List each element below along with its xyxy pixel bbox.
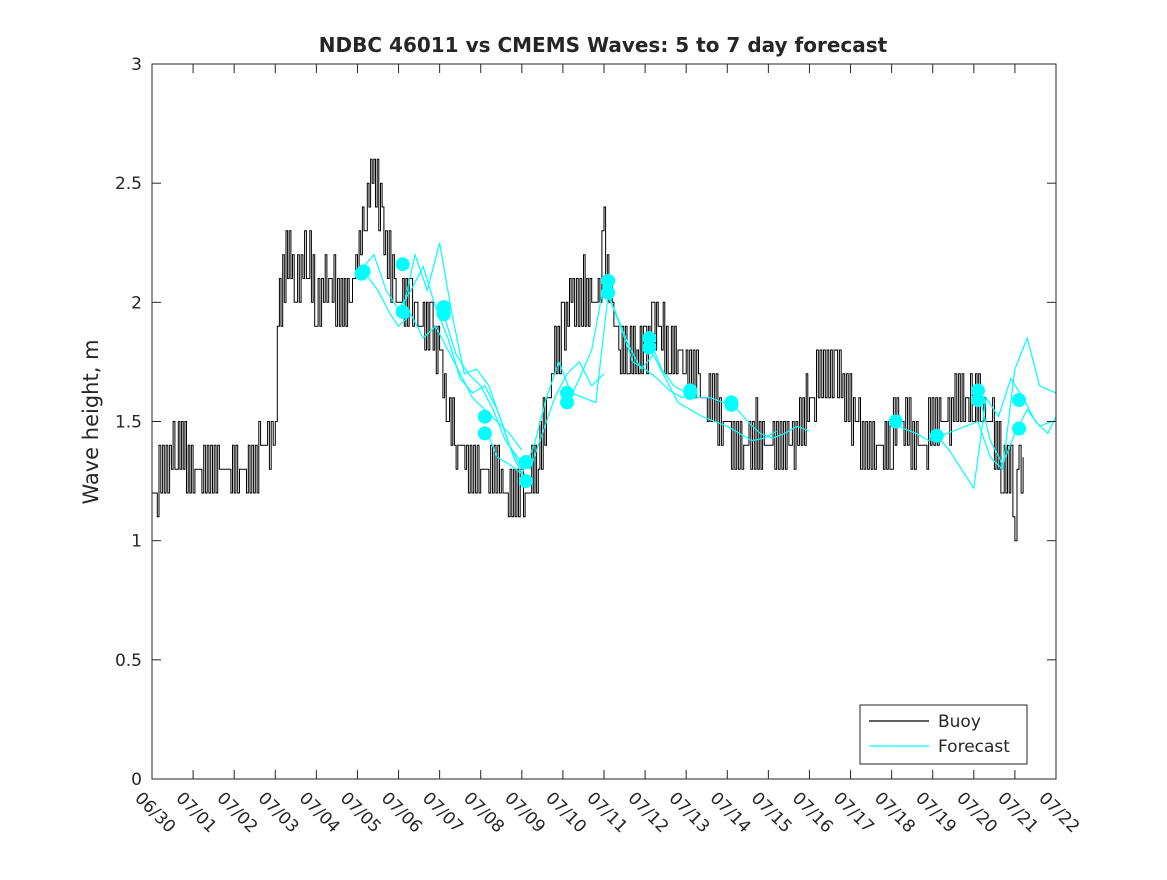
y-tick-label: 2.5 [115,174,142,194]
legend-box [859,704,1028,765]
forecast-marker-12 [560,395,575,410]
forecast-marker-6 [436,307,451,322]
forecast-marker-24 [970,393,985,408]
forecast-series-line-2 [361,253,523,470]
forecast-marker-3 [395,257,410,272]
forecast-series-line-3 [402,242,527,482]
forecast-series-line-5 [484,294,695,475]
forecast-marker-10 [518,474,533,489]
forecast-marker-21 [888,414,903,429]
y-tick-label: 1.5 [115,413,142,433]
plot-background [152,64,1056,779]
y-tick-label: 2 [131,293,142,313]
forecast-marker-7 [477,409,492,424]
forecast-marker-14 [601,285,616,300]
forecast-marker-2 [356,264,371,279]
forecast-marker-16 [642,340,657,355]
y-tick-label: 3 [131,55,142,75]
forecast-marker-18 [683,385,698,400]
plot-area: 00.511.522.5306/3007/0107/0207/0307/0407… [115,55,1083,837]
y-tick-label: 1 [131,532,142,552]
forecast-marker-20 [724,397,739,412]
forecast-marker-8 [477,426,492,441]
y-tick-label: 0 [131,770,142,790]
legend-forecast-label: Forecast [938,737,1010,757]
chart-title: NDBC 46011 vs CMEMS Waves: 5 to 7 day fo… [319,33,888,57]
forecast-marker-13 [601,273,616,288]
forecast-marker-26 [1012,421,1027,436]
legend-buoy-label: Buoy [938,712,981,732]
forecast-marker-25 [1012,393,1027,408]
forecast-marker-9 [518,455,533,470]
forecast-series-line-1 [365,273,523,451]
forecast-series-line-8 [891,336,1057,471]
y-tick-label: 0.5 [115,651,142,671]
y-axis-label: Wave height, m [79,339,103,504]
forecast-marker-4 [395,304,410,319]
buoy-series-line [152,158,1024,542]
forecast-marker-22 [929,428,944,443]
legend: Buoy Forecast [859,704,1028,765]
